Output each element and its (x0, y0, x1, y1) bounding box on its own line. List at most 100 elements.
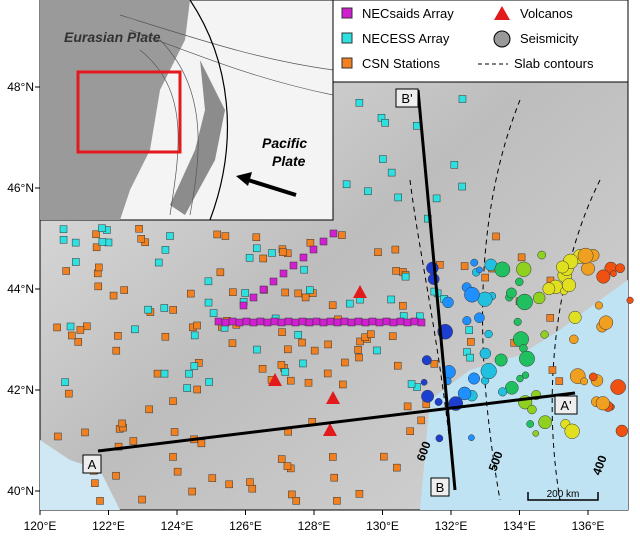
profile-a (97, 391, 576, 453)
seismicity (610, 270, 617, 277)
seismicity (457, 386, 472, 401)
necess-station (381, 118, 389, 127)
csn-station (341, 358, 349, 367)
profile-label: A (88, 457, 97, 472)
volcano (326, 391, 340, 404)
seismicity (494, 261, 511, 278)
csn-station (92, 243, 101, 252)
csn-station (62, 267, 70, 275)
csn-station (153, 369, 162, 378)
necsaids-station (239, 301, 248, 310)
necsaids-station (309, 245, 318, 254)
csn-station (76, 326, 85, 334)
seismicity (442, 296, 454, 309)
seismicity (596, 269, 611, 284)
csn-station (169, 306, 178, 314)
csn-station (170, 428, 179, 436)
seismicity (426, 261, 439, 275)
necsaids-station (259, 285, 268, 294)
necess-station (204, 298, 213, 307)
csn-station (292, 497, 301, 505)
seismicity (537, 250, 547, 260)
csn-station (54, 432, 62, 441)
seismicity (484, 329, 493, 339)
necess-station (144, 305, 152, 314)
x-tick-label: 122°E (92, 519, 125, 533)
necess-station (161, 246, 170, 254)
profile-label: A' (560, 398, 571, 413)
csn-station (53, 323, 61, 332)
necess-station (252, 244, 261, 253)
necess-station (98, 224, 106, 232)
scale-bar: 200 km (527, 489, 599, 501)
seismicity (505, 381, 519, 395)
csn-station (306, 239, 315, 247)
legend-item: Volcanos (520, 6, 573, 21)
necess-station (205, 378, 213, 386)
csn-station (279, 248, 287, 256)
csn-station (393, 361, 402, 370)
necess-station (407, 380, 416, 388)
seismicity (538, 415, 552, 430)
csn-station (258, 364, 267, 373)
csn-station (173, 467, 182, 476)
csn-station (286, 376, 295, 385)
necsaids-station (340, 317, 349, 326)
necess-station (412, 121, 421, 130)
csn-station (277, 361, 286, 369)
csn-station (403, 402, 412, 411)
csn-station (406, 427, 414, 435)
seismicity (516, 293, 533, 311)
csn-station (248, 484, 257, 493)
seismicity (532, 291, 546, 305)
necsaids-station (312, 317, 321, 326)
csn-station (392, 267, 400, 275)
csn-station (208, 474, 217, 482)
seismicity (540, 330, 549, 339)
necess-station (190, 362, 199, 370)
legend-item: Slab contours (514, 56, 594, 71)
csn-station (252, 233, 261, 242)
necsaids-station (319, 237, 328, 246)
legend-item: CSN Stations (362, 56, 441, 71)
necsaids-station (298, 317, 307, 326)
slab-contours (409, 99, 601, 501)
seismicity (527, 404, 537, 415)
csn-station (338, 231, 346, 239)
csn-station (94, 282, 103, 291)
seismicity (420, 378, 428, 386)
necsaids-station (214, 317, 223, 326)
slab-label: 500 (486, 449, 506, 473)
csn-station (188, 487, 196, 496)
csn-station (304, 378, 313, 387)
csn-station (380, 452, 388, 461)
seismicity (421, 389, 434, 403)
csn-station (112, 471, 120, 480)
x-tick-label: 124°E (161, 519, 194, 533)
necess-station (466, 353, 474, 362)
csn-station (281, 288, 289, 297)
csn-station (187, 289, 195, 298)
csn-station (81, 428, 89, 437)
csn-station (120, 286, 128, 294)
necess-station (268, 249, 276, 257)
necess-station (299, 359, 307, 368)
seismicity (626, 296, 634, 304)
x-tick-label: 126°E (229, 519, 262, 533)
csn-station (65, 389, 73, 398)
legend-item: NECESS Array (362, 31, 450, 46)
x-tick-label: 132°E (435, 519, 468, 533)
seismicity (498, 387, 508, 397)
necess-station (154, 258, 163, 267)
necess-station (387, 168, 396, 177)
csn-station (333, 496, 341, 505)
necess-station (432, 194, 441, 203)
sea (40, 440, 120, 510)
csn-station (277, 455, 286, 463)
seismicity (434, 398, 443, 406)
necess-station (190, 331, 199, 340)
csn-station (135, 224, 143, 233)
csn-station (354, 346, 362, 354)
necsaids-station (289, 261, 298, 270)
necess-station (245, 254, 254, 262)
